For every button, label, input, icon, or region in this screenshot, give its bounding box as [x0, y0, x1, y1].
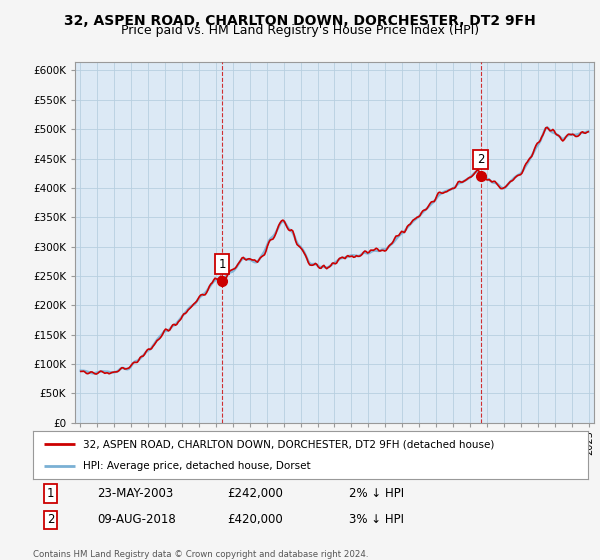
Text: 2: 2 — [477, 153, 484, 166]
Text: £242,000: £242,000 — [227, 487, 283, 500]
Text: 23-MAY-2003: 23-MAY-2003 — [97, 487, 173, 500]
Text: 2% ↓ HPI: 2% ↓ HPI — [349, 487, 404, 500]
Text: 2: 2 — [47, 514, 55, 526]
Text: 3% ↓ HPI: 3% ↓ HPI — [349, 514, 404, 526]
Text: HPI: Average price, detached house, Dorset: HPI: Average price, detached house, Dors… — [83, 461, 311, 471]
Text: Contains HM Land Registry data © Crown copyright and database right 2024.
This d: Contains HM Land Registry data © Crown c… — [33, 550, 368, 560]
Text: 32, ASPEN ROAD, CHARLTON DOWN, DORCHESTER, DT2 9FH: 32, ASPEN ROAD, CHARLTON DOWN, DORCHESTE… — [64, 14, 536, 28]
Text: 1: 1 — [47, 487, 55, 500]
Text: 1: 1 — [218, 258, 226, 270]
Text: 09-AUG-2018: 09-AUG-2018 — [97, 514, 176, 526]
Text: £420,000: £420,000 — [227, 514, 283, 526]
Text: 32, ASPEN ROAD, CHARLTON DOWN, DORCHESTER, DT2 9FH (detached house): 32, ASPEN ROAD, CHARLTON DOWN, DORCHESTE… — [83, 439, 494, 449]
Text: Price paid vs. HM Land Registry's House Price Index (HPI): Price paid vs. HM Land Registry's House … — [121, 24, 479, 37]
